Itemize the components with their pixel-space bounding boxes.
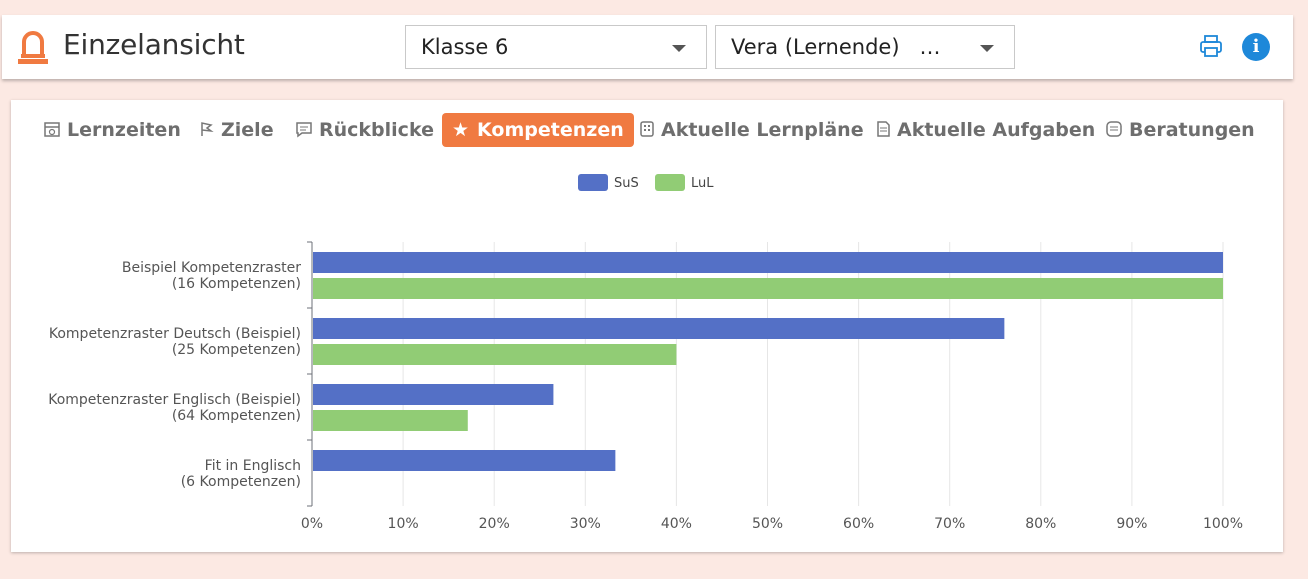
x-tick-label: 90%	[1116, 516, 1147, 532]
main-card: 0% 10% 20% 30% 40% 50% 60% 70% 80% 90% 100% Beispie…	[11, 100, 1283, 552]
competence-chart: 0% 10% 20% 30% 40% 50% 60% 70% 80% 90% 100% Beispie…	[48, 241, 1243, 532]
tab-label: Rückblicke	[319, 119, 434, 141]
legend-sus[interactable]: SuS	[578, 174, 639, 191]
bar-sus	[313, 318, 1005, 339]
category-label: Kompetenzraster Englisch (Beispiel) (64 K…	[48, 392, 301, 424]
bar-sus	[313, 450, 616, 471]
x-tick-label: 30%	[570, 516, 601, 532]
class-select-value: Klasse 6	[421, 35, 509, 59]
top-bar: Einzelansicht Klasse 6 Vera (Lernende) ……	[2, 15, 1293, 79]
tab-label: Beratungen	[1129, 119, 1255, 141]
page-title: Einzelansicht	[63, 28, 245, 61]
tab-aktuelle-lernplaene[interactable]: Aktuelle Lernpläne	[639, 113, 864, 147]
x-tick-label: 40%	[661, 516, 692, 532]
category-label: Beispiel Kompetenzraster (16 Kompetenzen)	[122, 260, 301, 292]
x-tick-label: 60%	[843, 516, 874, 532]
chevron-down-icon	[672, 45, 686, 52]
calendar-icon	[44, 122, 60, 137]
tab-label: Aktuelle Lernpläne	[661, 119, 864, 141]
comment-icon	[296, 122, 312, 138]
tab-label: Ziele	[221, 119, 274, 141]
app-logo-icon	[18, 31, 48, 64]
chevron-down-icon	[980, 45, 994, 52]
grid-icon	[640, 121, 654, 137]
bar-lul	[313, 410, 468, 431]
x-tick-label: 80%	[1025, 516, 1056, 532]
tab-aktuelle-aufgaben[interactable]: Aktuelle Aufgaben	[875, 113, 1095, 147]
info-icon[interactable]: i	[1242, 33, 1270, 61]
bar-lul	[313, 278, 1223, 299]
x-tick-label: 100%	[1203, 516, 1243, 532]
bar-sus	[313, 384, 554, 405]
tab-lernzeiten[interactable]: Lernzeiten	[43, 113, 181, 147]
x-tick-label: 10%	[388, 516, 419, 532]
list-icon	[1106, 121, 1122, 137]
tab-beratungen[interactable]: Beratungen	[1105, 113, 1255, 147]
bar-sus	[313, 252, 1223, 273]
tab-label: Kompetenzen	[477, 119, 624, 141]
x-tick-label: 70%	[934, 516, 965, 532]
tab-ziele[interactable]: Ziele	[199, 113, 274, 147]
print-icon[interactable]	[1199, 34, 1223, 58]
legend-lul[interactable]: LuL	[655, 174, 714, 191]
legend-label: SuS	[614, 176, 639, 191]
star-icon: ★	[452, 119, 470, 141]
x-tick-label: 0%	[301, 516, 323, 532]
x-tick-label: 20%	[479, 516, 510, 532]
flag-icon	[201, 122, 214, 136]
person-select[interactable]: Vera (Lernende) …	[715, 25, 1015, 69]
document-icon	[877, 121, 890, 137]
tab-kompetenzen[interactable]: ★ Kompetenzen	[442, 113, 634, 147]
tab-rueckblicke[interactable]: Rückblicke	[295, 113, 434, 147]
tab-label: Aktuelle Aufgaben	[897, 119, 1096, 141]
legend-label: LuL	[691, 176, 714, 191]
bar-lul	[313, 344, 677, 365]
category-label: Kompetenzraster Deutsch (Beispiel) (25 Ko…	[49, 326, 301, 358]
legend-swatch	[655, 174, 685, 191]
person-select-value: Vera (Lernende) …	[731, 35, 941, 59]
class-select[interactable]: Klasse 6	[405, 25, 707, 69]
x-tick-label: 50%	[752, 516, 783, 532]
legend-swatch	[578, 174, 608, 191]
tab-label: Lernzeiten	[67, 119, 181, 141]
category-label: Fit in Englisch (6 Kompetenzen)	[181, 458, 301, 490]
